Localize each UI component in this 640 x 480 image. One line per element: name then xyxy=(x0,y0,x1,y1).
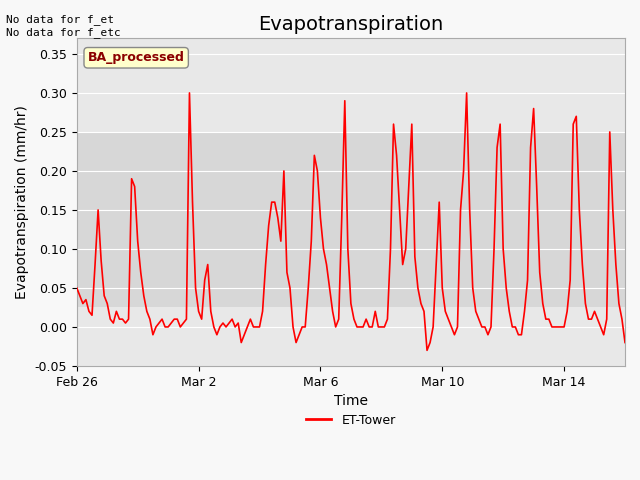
X-axis label: Time: Time xyxy=(334,394,368,408)
Bar xyxy=(77,132,625,307)
Text: No data for f_et
No data for f_etc: No data for f_et No data for f_etc xyxy=(6,14,121,38)
Legend: ET-Tower: ET-Tower xyxy=(301,409,401,432)
Text: BA_processed: BA_processed xyxy=(88,51,184,64)
Title: Evapotranspiration: Evapotranspiration xyxy=(259,15,444,34)
Y-axis label: Evapotranspiration (mm/hr): Evapotranspiration (mm/hr) xyxy=(15,105,29,299)
